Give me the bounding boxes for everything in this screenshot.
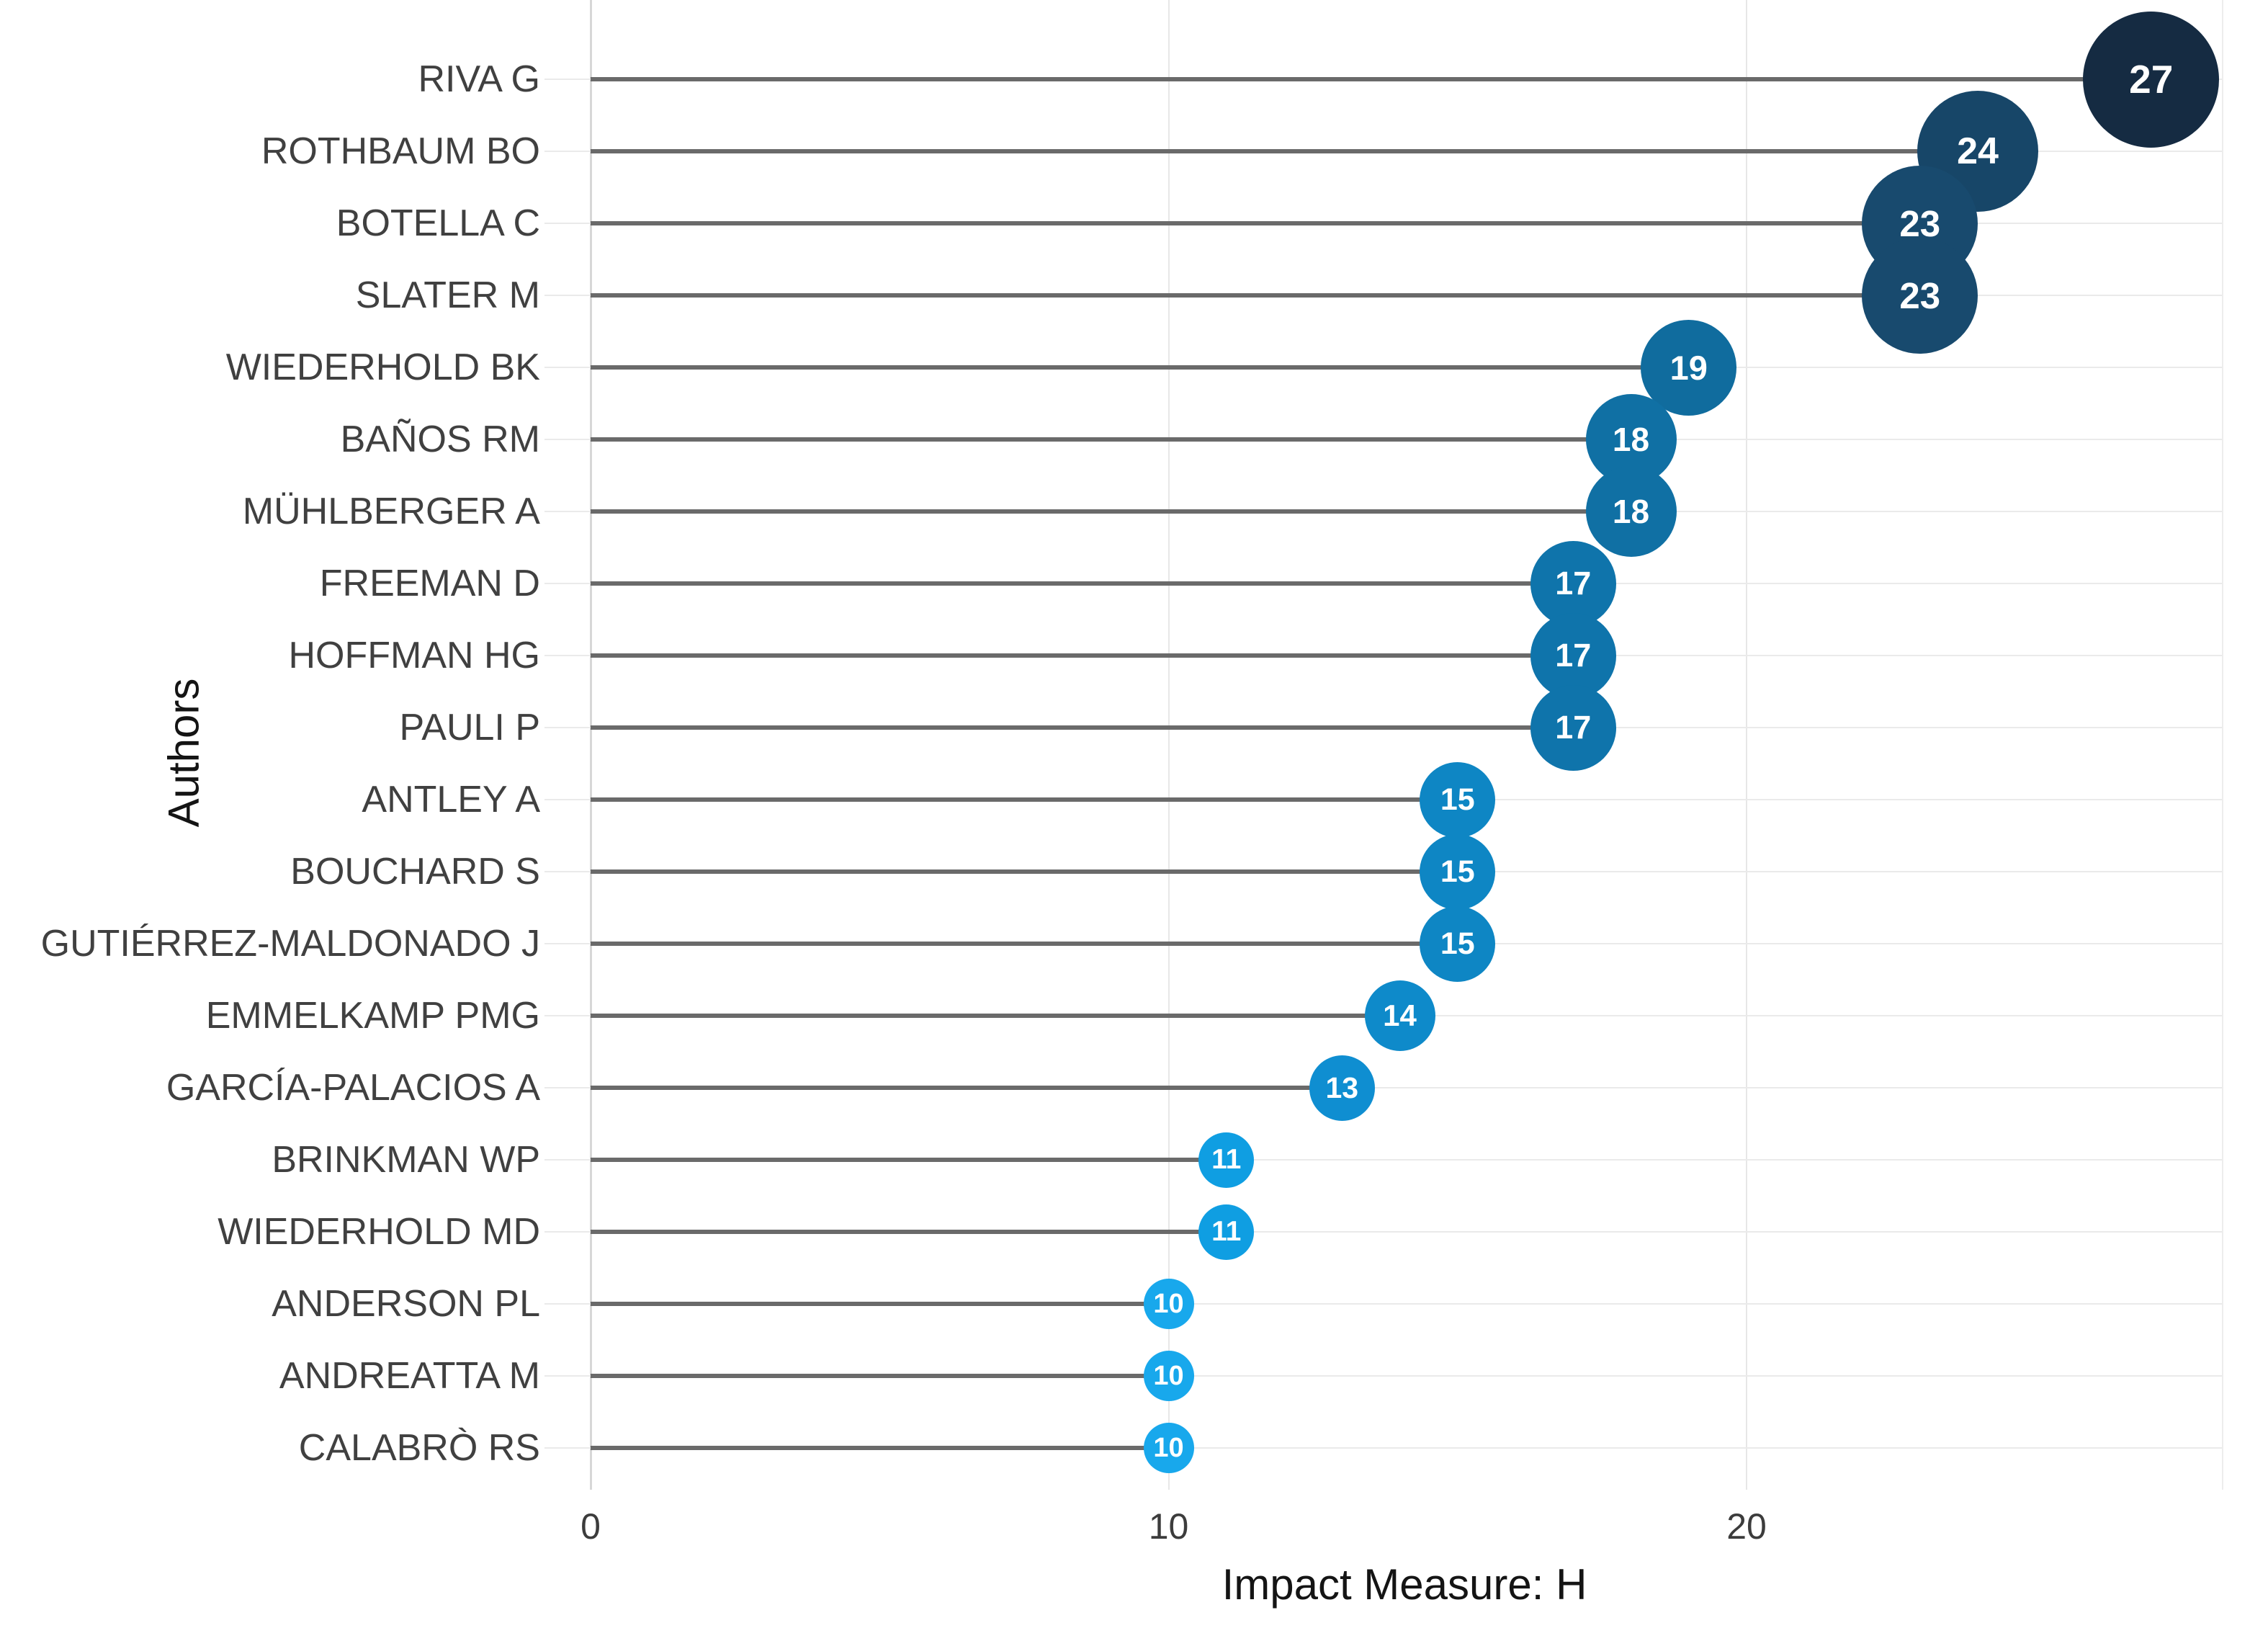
lollipop-stem	[591, 1230, 1227, 1234]
lollipop-stem	[591, 437, 1631, 442]
author-label: HOFFMAN HG	[288, 635, 540, 676]
h-value-bubble: 27	[2083, 11, 2220, 148]
gridline-horizontal	[544, 1303, 2222, 1305]
author-label: CALABRÒ RS	[298, 1427, 540, 1469]
lollipop-stem	[591, 581, 1574, 586]
author-label: BOUCHARD S	[290, 851, 540, 893]
x-tick-label: 0	[581, 1506, 601, 1547]
lollipop-stem	[591, 942, 1458, 946]
lollipop-stem	[591, 797, 1458, 802]
gridline-vertical	[1746, 0, 1747, 1490]
author-label: ANDREATTA M	[279, 1355, 540, 1397]
h-value-bubble: 17	[1530, 540, 1616, 627]
h-value-bubble: 19	[1641, 319, 1737, 416]
x-tick-label: 20	[1726, 1506, 1767, 1547]
gridline-horizontal	[544, 1375, 2222, 1377]
author-label: ANDERSON PL	[272, 1283, 540, 1325]
h-value-bubble: 14	[1364, 980, 1435, 1051]
x-tick-label: 10	[1148, 1506, 1189, 1547]
lollipop-stem	[591, 1014, 1400, 1018]
h-value-bubble: 11	[1198, 1132, 1255, 1188]
plot-right-border	[2222, 0, 2223, 1490]
h-value-bubble: 17	[1530, 612, 1616, 699]
h-value-bubble: 23	[1862, 237, 1978, 354]
y-axis-title: Authors	[159, 678, 208, 828]
author-label: BOTELLA C	[336, 202, 540, 244]
gridline-horizontal	[544, 1087, 2222, 1088]
lollipop-stem	[591, 1446, 1169, 1450]
lollipop-stem	[591, 1086, 1343, 1090]
author-label: SLATER M	[355, 274, 540, 316]
h-value-bubble: 10	[1143, 1423, 1194, 1473]
author-label: BRINKMAN WP	[272, 1139, 540, 1181]
h-value-bubble: 10	[1143, 1279, 1194, 1329]
gridline-horizontal	[544, 1159, 2222, 1161]
author-label: MÜHLBERGER A	[242, 491, 540, 532]
h-value-bubble: 11	[1198, 1204, 1255, 1260]
lollipop-stem	[591, 149, 1978, 153]
gridline-horizontal	[544, 1231, 2222, 1233]
author-label: WIEDERHOLD MD	[218, 1211, 540, 1253]
lollipop-stem	[591, 1302, 1169, 1306]
author-label: PAULI P	[399, 707, 540, 748]
gridline-vertical	[1167, 0, 1170, 1490]
lollipop-stem	[591, 77, 2151, 81]
h-value-bubble: 15	[1420, 761, 1496, 838]
author-label: EMMELKAMP PMG	[205, 995, 540, 1037]
lollipop-stem	[591, 725, 1574, 730]
lollipop-stem	[591, 509, 1631, 514]
x-axis-title: Impact Measure: H	[1222, 1560, 1587, 1609]
h-value-bubble: 18	[1585, 466, 1677, 557]
author-label: BAÑOS RM	[340, 419, 540, 460]
h-value-bubble: 13	[1309, 1055, 1375, 1121]
lollipop-stem	[591, 365, 1689, 370]
author-label: RIVA G	[418, 58, 540, 100]
h-value-bubble: 15	[1420, 833, 1496, 910]
author-label: ROTHBAUM BO	[261, 130, 540, 172]
lollipop-stem	[591, 1374, 1169, 1378]
author-label: ANTLEY A	[362, 779, 540, 820]
author-label: GARCÍA-PALACIOS A	[166, 1067, 540, 1109]
author-label: WIEDERHOLD BK	[225, 346, 540, 388]
lollipop-stem	[591, 293, 1920, 298]
lollipop-stem	[591, 1158, 1227, 1162]
lollipop-stem	[591, 221, 1920, 225]
author-label: GUTIÉRREZ-MALDONADO J	[40, 923, 540, 965]
lollipop-stem	[591, 653, 1574, 658]
gridline-horizontal	[544, 1447, 2222, 1449]
h-value-bubble: 17	[1530, 684, 1616, 771]
h-value-bubble: 15	[1420, 906, 1496, 982]
gridline-vertical	[590, 0, 592, 1490]
h-value-bubble: 10	[1143, 1351, 1194, 1401]
lollipop-stem	[591, 869, 1458, 874]
author-label: FREEMAN D	[319, 563, 540, 604]
